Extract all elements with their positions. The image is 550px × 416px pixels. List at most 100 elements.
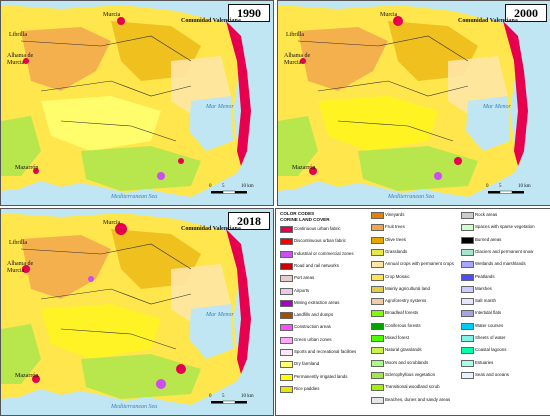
- legend-label: Airports: [294, 287, 310, 293]
- legend-swatch: [280, 287, 293, 295]
- legend-label: Grasslands: [385, 248, 408, 254]
- legend-label: Road and rail networks: [294, 262, 339, 268]
- legend-label: Agroforestry systems: [385, 298, 427, 304]
- legend-swatch: [280, 238, 293, 246]
- legend-swatch: [461, 248, 474, 256]
- legend-swatch: [371, 236, 384, 244]
- legend-label: Coniferous forests: [385, 322, 421, 328]
- legend-swatch: [461, 310, 474, 318]
- land-cover-legend: COLOR CODES CORINE LAND COVER Continuous…: [275, 208, 550, 416]
- place-label-mazarron: Mazarrón: [15, 373, 39, 379]
- region-label: Comunidad Valenciana: [181, 226, 241, 232]
- legend-swatch: [280, 250, 293, 258]
- legend-label: Transitional woodland scrub: [385, 384, 440, 390]
- scale-5: 5: [499, 184, 502, 189]
- place-label-alhama: Alhama de Murcia: [7, 53, 34, 66]
- legend-swatch: [461, 224, 474, 232]
- legend-swatch: [461, 371, 474, 379]
- legend-swatch: [461, 285, 474, 293]
- scale-10km: 10 km: [518, 184, 531, 189]
- legend-swatch: [371, 335, 384, 342]
- sea-label: Mediterranean Sea: [388, 194, 435, 200]
- legend-swatch: [371, 273, 384, 281]
- lagoon-label: Mar Menor: [483, 104, 511, 110]
- region-label: Comunidad Valenciana: [181, 18, 241, 24]
- legend-swatch: [280, 361, 293, 369]
- legend-swatch: [461, 359, 474, 367]
- lagoon-label: Mar Menor: [206, 104, 234, 110]
- legend-label: Vineyards: [385, 212, 405, 217]
- sea-label: Mediterranean Sea: [111, 404, 158, 410]
- legend-label: Mining extraction areas: [294, 299, 340, 305]
- year-label: 2018: [228, 212, 270, 230]
- lagoon-label: Mar Menor: [206, 312, 234, 318]
- legend-label: Salt marsh: [475, 298, 496, 304]
- legend-swatch: [461, 261, 474, 269]
- scale-5: 5: [222, 394, 225, 399]
- legend-swatch: [461, 347, 474, 355]
- legend-label: Coastal lagoons: [475, 347, 507, 353]
- place-label-murcia: Murcia: [103, 220, 121, 226]
- legend-swatch: [461, 212, 474, 219]
- legend-swatch: [280, 373, 293, 381]
- place-label-mazarron: Mazarrón: [292, 165, 316, 171]
- legend-label: Dry farmland: [294, 361, 320, 367]
- region-label: Comunidad Valenciana: [458, 18, 518, 24]
- scale-10km: 10 km: [241, 394, 254, 399]
- legend-swatch: [280, 262, 293, 270]
- legend-swatch: [461, 236, 474, 244]
- year-label: 1990: [228, 4, 270, 22]
- land-cover-map-2018: [1, 209, 273, 415]
- legend-label: Rice paddies: [294, 385, 320, 391]
- legend-swatch: [371, 310, 384, 318]
- legend-label: Peatlands: [475, 273, 495, 279]
- legend-label: Glaciers and permanent snow: [475, 248, 534, 254]
- legend-swatch: [280, 275, 293, 283]
- place-label-alhama: Alhama de Murcia: [7, 261, 34, 274]
- legend-label: Intertidal flats: [475, 310, 502, 316]
- legend-swatch: [280, 312, 293, 320]
- legend-swatch: [280, 349, 293, 356]
- place-label-murcia: Murcia: [380, 12, 398, 18]
- legend-label: Broadleaf forests: [385, 310, 419, 316]
- legend-label: Spaces with sparse vegetation: [475, 224, 535, 230]
- legend-title-corine: CORINE LAND COVER: [280, 217, 330, 222]
- legend-swatch: [371, 248, 384, 256]
- legend-label: Water courses: [475, 322, 504, 328]
- place-label-alhama: Alhama de Murcia: [284, 53, 311, 66]
- scale-0: 0: [209, 394, 212, 399]
- land-cover-map-2000: [278, 1, 550, 205]
- legend-label: Olive trees: [385, 236, 406, 242]
- legend-label: Permanently irrigated lands: [294, 373, 348, 379]
- legend-label: Mixed forest: [385, 335, 409, 340]
- legend-label: Annual crops with permanent crops: [385, 261, 454, 267]
- legend-swatch: [371, 396, 384, 404]
- legend-swatch: [280, 336, 293, 344]
- legend-label: Crop Mosaic: [385, 273, 410, 279]
- legend-label: Beaches, dunes and sandy areas: [385, 396, 451, 402]
- legend-swatch: [371, 384, 384, 392]
- legend-swatch: [461, 322, 474, 330]
- legend-swatch: [371, 261, 384, 269]
- legend-label: Fruit trees: [385, 224, 405, 230]
- legend-swatch: [371, 224, 384, 232]
- legend-label: Rock areas: [475, 212, 498, 217]
- scale-0: 0: [486, 184, 489, 189]
- legend-label: Sheets of water: [475, 335, 506, 340]
- legend-swatch: [280, 226, 293, 233]
- legend-swatch: [461, 335, 474, 342]
- legend-swatch: [371, 347, 384, 355]
- legend-label: Continuous urban fabric: [294, 226, 341, 231]
- legend-label: Wetlands and marshlands: [475, 261, 526, 267]
- legend-swatch: [280, 324, 293, 332]
- legend-swatch: [280, 385, 293, 393]
- legend-label: Seas and oceans: [475, 371, 509, 377]
- legend-title-color-codes: COLOR CODES: [280, 211, 315, 216]
- legend-swatch: [371, 298, 384, 306]
- place-label-librilla: Librilla: [9, 32, 27, 38]
- legend-label: Mainly agricultural land: [385, 285, 430, 291]
- legend-label: Moors and scrublands: [385, 359, 429, 365]
- land-cover-map-1990: [1, 1, 273, 205]
- legend-swatch: [371, 359, 384, 367]
- legend-label: Landfills and dumps: [294, 312, 334, 318]
